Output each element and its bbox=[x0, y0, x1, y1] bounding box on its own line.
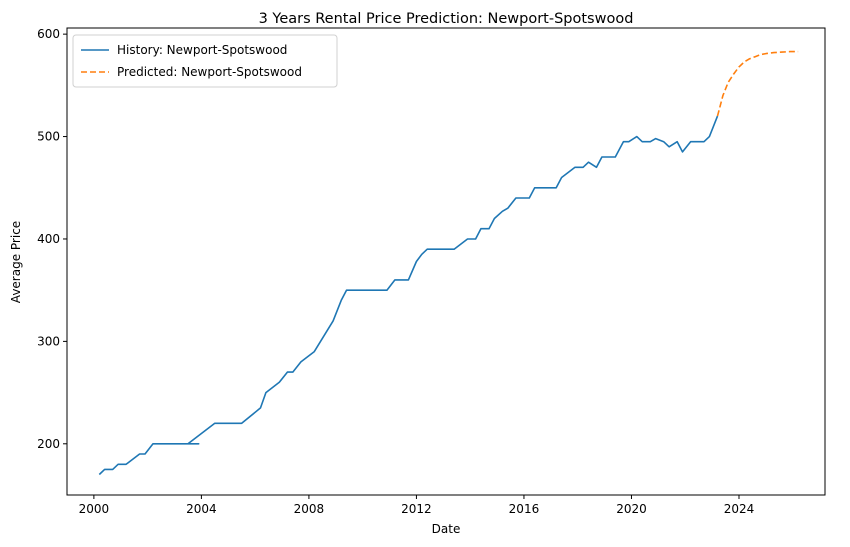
plot-area bbox=[66, 27, 826, 496]
y-tick-label: 400 bbox=[37, 232, 60, 246]
legend-label-predicted: Predicted: Newport-Spotswood bbox=[117, 65, 302, 79]
x-tick-label: 2000 bbox=[79, 502, 110, 516]
x-tick-label: 2008 bbox=[294, 502, 325, 516]
x-axis-label: Date bbox=[432, 522, 461, 536]
y-tick-label: 600 bbox=[37, 27, 60, 41]
series-line-predicted bbox=[716, 50, 799, 117]
y-tick-label: 200 bbox=[37, 437, 60, 451]
y-tick-label: 500 bbox=[37, 130, 60, 144]
series-layer bbox=[98, 50, 799, 476]
y-axis-label: Average Price bbox=[9, 221, 23, 303]
x-axis: 2000 2004 2008 2012 2016 2020 2024 bbox=[79, 495, 755, 516]
x-tick-label: 2012 bbox=[401, 502, 432, 516]
x-tick-label: 2020 bbox=[616, 502, 647, 516]
x-tick-label: 2004 bbox=[186, 502, 217, 516]
y-axis: 200 300 400 500 600 bbox=[37, 27, 67, 451]
plot-frame bbox=[66, 27, 826, 496]
x-tick-label: 2016 bbox=[509, 502, 540, 516]
chart-title: 3 Years Rental Price Prediction: Newport… bbox=[259, 11, 634, 27]
x-tick-label: 2024 bbox=[724, 502, 755, 516]
series-line-history bbox=[98, 115, 719, 476]
y-tick-label: 300 bbox=[37, 334, 60, 348]
legend-label-history: History: Newport-Spotswood bbox=[117, 43, 287, 57]
legend-box bbox=[72, 34, 338, 88]
legend: History: Newport-Spotswood Predicted: Ne… bbox=[72, 34, 338, 88]
